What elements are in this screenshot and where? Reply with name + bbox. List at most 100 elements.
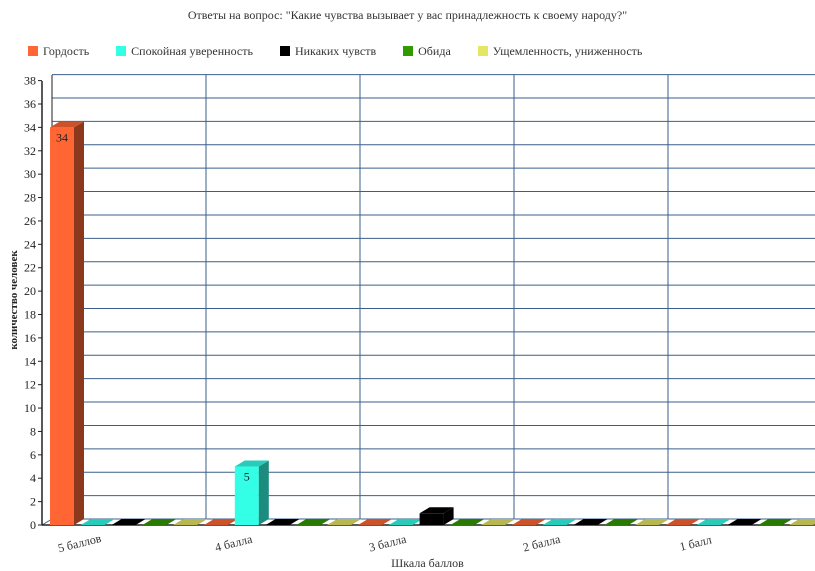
legend-swatch (28, 46, 38, 56)
bar (388, 519, 423, 525)
legend-label: Никаких чувств (294, 43, 377, 58)
y-axis-label: количество человек (8, 250, 20, 350)
bar (142, 519, 177, 525)
bar (542, 519, 577, 525)
bar-top (758, 519, 793, 525)
bar (327, 519, 362, 525)
y-tick-label: 30 (24, 167, 36, 181)
bar (358, 519, 392, 525)
bar (450, 519, 485, 525)
bar-top (542, 519, 577, 525)
bar-top (265, 519, 300, 525)
legend-item: Никаких чувств (279, 43, 377, 59)
legend-item: Ущемленность, униженность (477, 43, 643, 59)
bar-top (696, 519, 731, 525)
legend-label: Ущемленность, униженность (492, 43, 643, 58)
y-tick-label: 38 (24, 74, 36, 88)
legend-label: Спокойная уверенность (131, 43, 253, 58)
bar-top (635, 519, 670, 525)
bar-top (512, 519, 546, 525)
legend-item: Гордость (28, 43, 89, 59)
legend-swatch (279, 46, 290, 56)
legend-item: Спокойная уверенность (116, 43, 253, 59)
bar-top (50, 121, 84, 128)
bar-top (573, 519, 608, 525)
gridlines (41, 74, 815, 526)
bar (50, 121, 84, 525)
bar (111, 519, 146, 525)
bar-top (419, 507, 454, 514)
y-tick-label: 26 (24, 214, 36, 228)
y-tick-label: 14 (24, 354, 36, 368)
x-axis-label: Шкала баллов (391, 556, 464, 570)
bar (296, 519, 331, 525)
bar-side (258, 460, 269, 525)
bar (635, 519, 670, 525)
legend-item: Обида (403, 43, 451, 59)
y-tick-label: 28 (24, 191, 36, 205)
legend-swatch (403, 46, 414, 56)
bar (666, 519, 700, 525)
legend-swatch (116, 46, 127, 56)
chart-title: Ответы на вопрос: "Какие чувства вызывае… (187, 8, 628, 22)
bar-top (327, 519, 362, 525)
bar-front (234, 466, 259, 525)
y-tick-label: 34 (24, 120, 36, 134)
y-tick-label: 36 (24, 97, 36, 111)
bar-top (358, 519, 392, 525)
bar-top (142, 519, 177, 525)
bar-top (481, 519, 516, 525)
legend-label: Обида (418, 43, 451, 58)
legend-swatch (477, 46, 488, 56)
data-label: 5 (244, 470, 250, 484)
bar (789, 519, 815, 525)
x-tick-label: 3 балла (367, 532, 408, 555)
bar (234, 460, 269, 525)
y-tick-label: 32 (24, 144, 36, 158)
bar-top (604, 519, 639, 525)
y-tick-label: 20 (24, 284, 36, 298)
x-tick-label: 5 баллов (56, 531, 103, 555)
bar-top (727, 519, 762, 525)
y-tick-label: 10 (24, 401, 36, 415)
bar-side (443, 507, 454, 525)
bar (604, 519, 639, 525)
y-tick-label: 2 (30, 495, 36, 509)
bar-top (80, 519, 115, 525)
bar-top (666, 519, 700, 525)
y-tick-label: 22 (24, 261, 36, 275)
y-tick-label: 8 (30, 424, 36, 438)
bar (80, 519, 115, 525)
bar (265, 519, 300, 525)
y-tick-label: 24 (24, 237, 36, 251)
y-tick-label: 18 (24, 308, 36, 322)
bar (758, 519, 793, 525)
y-tick-label: 0 (30, 518, 36, 532)
legend-label: Гордость (43, 43, 90, 58)
bar-top (111, 519, 146, 525)
bar (696, 519, 731, 525)
y-tick-label: 4 (30, 471, 36, 485)
bar-front (419, 513, 444, 525)
bar-top (296, 519, 331, 525)
bar (512, 519, 546, 525)
x-tick-label: 2 балла (521, 532, 562, 555)
data-label: 34 (56, 130, 68, 144)
y-tick-label: 16 (24, 331, 36, 345)
bar-front (50, 127, 74, 525)
x-tick-label: 4 балла (213, 532, 254, 555)
bar (727, 519, 762, 525)
bar (173, 519, 208, 525)
bar-top (204, 519, 238, 525)
bar-side (74, 121, 84, 525)
bar (204, 519, 238, 525)
bar-top (234, 460, 269, 467)
y-tick-label: 6 (30, 448, 36, 462)
y-tick-label: 12 (24, 378, 36, 392)
legend: Гордость Спокойная уверенность Никаких чув… (28, 43, 669, 59)
bar-top (388, 519, 423, 525)
bar (573, 519, 608, 525)
bar (481, 519, 516, 525)
bar-top (173, 519, 208, 525)
